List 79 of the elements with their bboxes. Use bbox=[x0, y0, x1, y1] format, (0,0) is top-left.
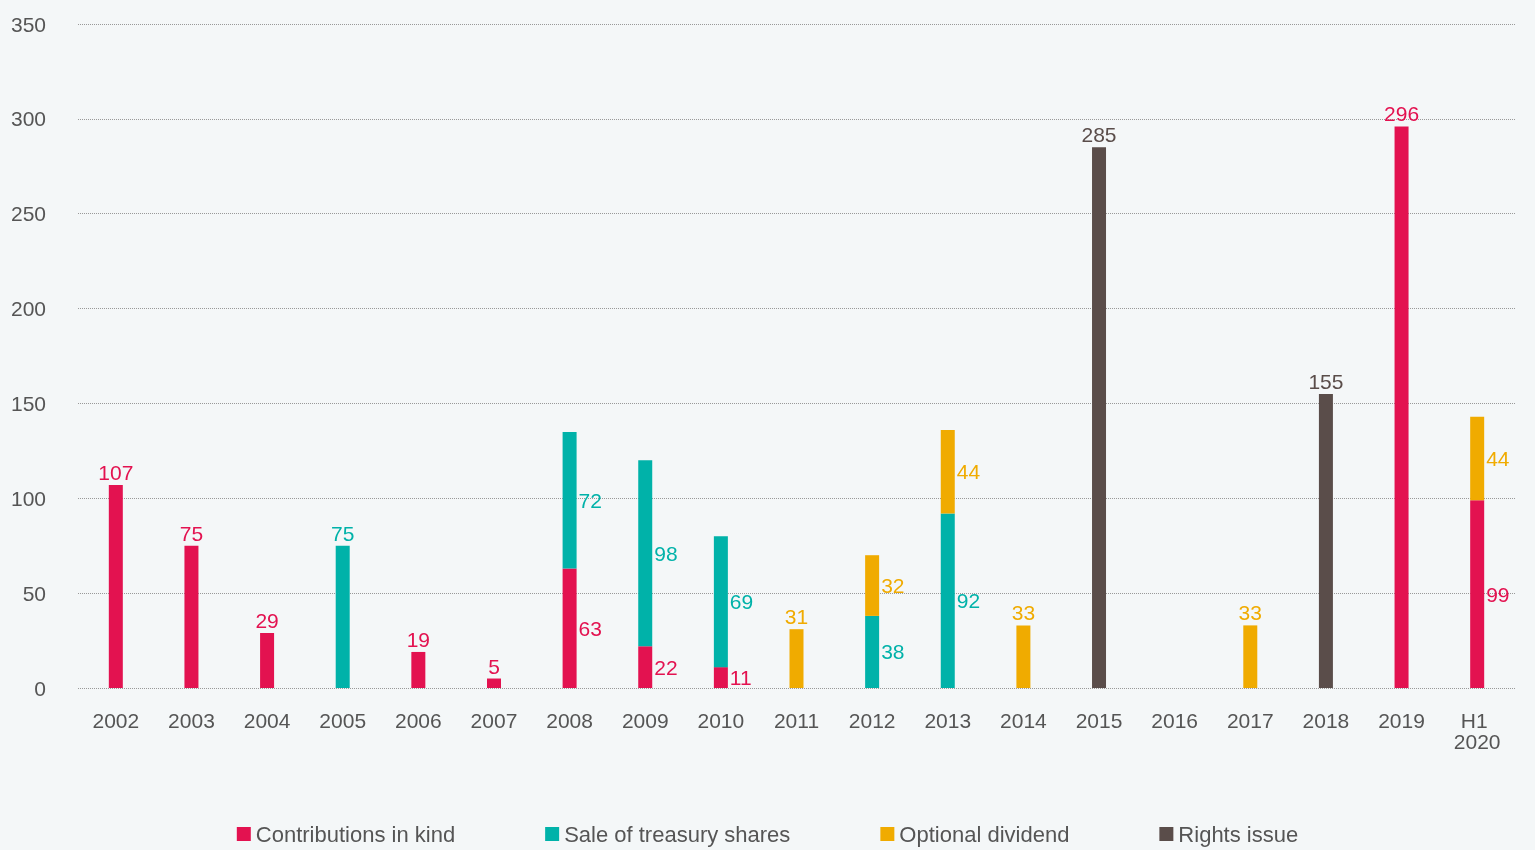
bar bbox=[486, 678, 501, 688]
data-label: 285 bbox=[1081, 123, 1117, 147]
bar bbox=[638, 460, 653, 647]
x-tick-label: 2014 bbox=[1000, 709, 1048, 732]
legend-label: Contributions in kind bbox=[255, 821, 456, 847]
data-label: 31 bbox=[784, 605, 809, 629]
x-tick-label: 2009 bbox=[621, 709, 669, 732]
data-label: 33 bbox=[1238, 601, 1262, 625]
x-tick-label: 2002 bbox=[92, 709, 140, 732]
bar bbox=[184, 545, 199, 688]
data-label: 75 bbox=[331, 521, 355, 545]
y-tick-label: 0 bbox=[34, 676, 46, 700]
bar bbox=[411, 651, 426, 688]
bar bbox=[108, 485, 123, 688]
bar bbox=[940, 513, 955, 688]
data-label: 72 bbox=[578, 488, 602, 512]
bar bbox=[335, 545, 350, 688]
y-tick-label: 350 bbox=[10, 12, 46, 36]
x-tick-label: 2005 bbox=[319, 709, 367, 732]
x-tick-label: 2010 bbox=[697, 709, 745, 732]
bar bbox=[940, 429, 955, 514]
data-label: 98 bbox=[654, 541, 678, 565]
y-tick-label: 50 bbox=[22, 581, 46, 605]
data-label: 11 bbox=[729, 666, 752, 690]
bar bbox=[789, 629, 804, 688]
x-tick-label: 2018 bbox=[1302, 709, 1350, 732]
bar bbox=[562, 431, 577, 569]
data-label: 75 bbox=[179, 521, 204, 545]
data-label: 92 bbox=[956, 589, 981, 613]
data-label: 155 bbox=[1308, 369, 1344, 393]
bar bbox=[713, 667, 728, 688]
bar bbox=[1470, 500, 1485, 688]
data-label: 19 bbox=[406, 627, 431, 651]
legend-label: Rights issue bbox=[1178, 821, 1299, 847]
data-label: 32 bbox=[881, 574, 905, 598]
bar bbox=[1318, 393, 1333, 688]
x-tick-label: 2017 bbox=[1226, 709, 1274, 732]
data-label: 63 bbox=[578, 616, 602, 640]
bar bbox=[1470, 416, 1485, 501]
bar bbox=[1092, 147, 1107, 688]
bar bbox=[1243, 625, 1258, 688]
data-label: 22 bbox=[654, 655, 678, 679]
x-tick-label: 2015 bbox=[1075, 709, 1123, 732]
y-tick-label: 100 bbox=[10, 486, 46, 510]
y-tick-label: 250 bbox=[10, 202, 46, 226]
x-tick-label: 2019 bbox=[1378, 709, 1425, 732]
x-tick-label: 2012 bbox=[848, 709, 896, 732]
legend-label: Sale of treasury shares bbox=[564, 821, 791, 847]
x-tick-label: 2013 bbox=[924, 709, 972, 732]
bar bbox=[638, 646, 653, 688]
data-label: 44 bbox=[1486, 446, 1510, 470]
data-label: 33 bbox=[1011, 601, 1036, 625]
bar bbox=[865, 615, 880, 688]
legend-label: Optional dividend bbox=[899, 821, 1070, 847]
bar bbox=[1016, 625, 1031, 688]
bar bbox=[1394, 126, 1409, 688]
data-label: 44 bbox=[956, 460, 981, 484]
y-tick-label: 300 bbox=[10, 107, 46, 131]
x-tick-label: H1 2020 bbox=[1453, 709, 1501, 753]
y-tick-label: 200 bbox=[10, 297, 46, 321]
data-label: 99 bbox=[1486, 582, 1510, 606]
y-tick-label: 150 bbox=[10, 391, 46, 415]
data-label: 69 bbox=[729, 590, 754, 614]
data-label: 29 bbox=[255, 608, 279, 632]
x-tick-label: 2011 bbox=[773, 709, 820, 732]
x-tick-label: 2008 bbox=[546, 709, 593, 732]
data-label: 38 bbox=[881, 640, 905, 664]
bar bbox=[865, 555, 880, 616]
x-tick-label: 2006 bbox=[394, 709, 442, 732]
data-label: 107 bbox=[98, 461, 134, 485]
bar bbox=[260, 632, 275, 688]
data-label: 5 bbox=[488, 654, 500, 678]
x-tick-label: 2007 bbox=[470, 709, 518, 732]
data-label: 296 bbox=[1384, 102, 1420, 126]
x-tick-label: 2003 bbox=[168, 709, 215, 732]
bar bbox=[562, 568, 577, 688]
bar bbox=[713, 536, 728, 668]
x-tick-label: 2016 bbox=[1151, 709, 1199, 732]
x-tick-label: 2004 bbox=[243, 709, 291, 732]
